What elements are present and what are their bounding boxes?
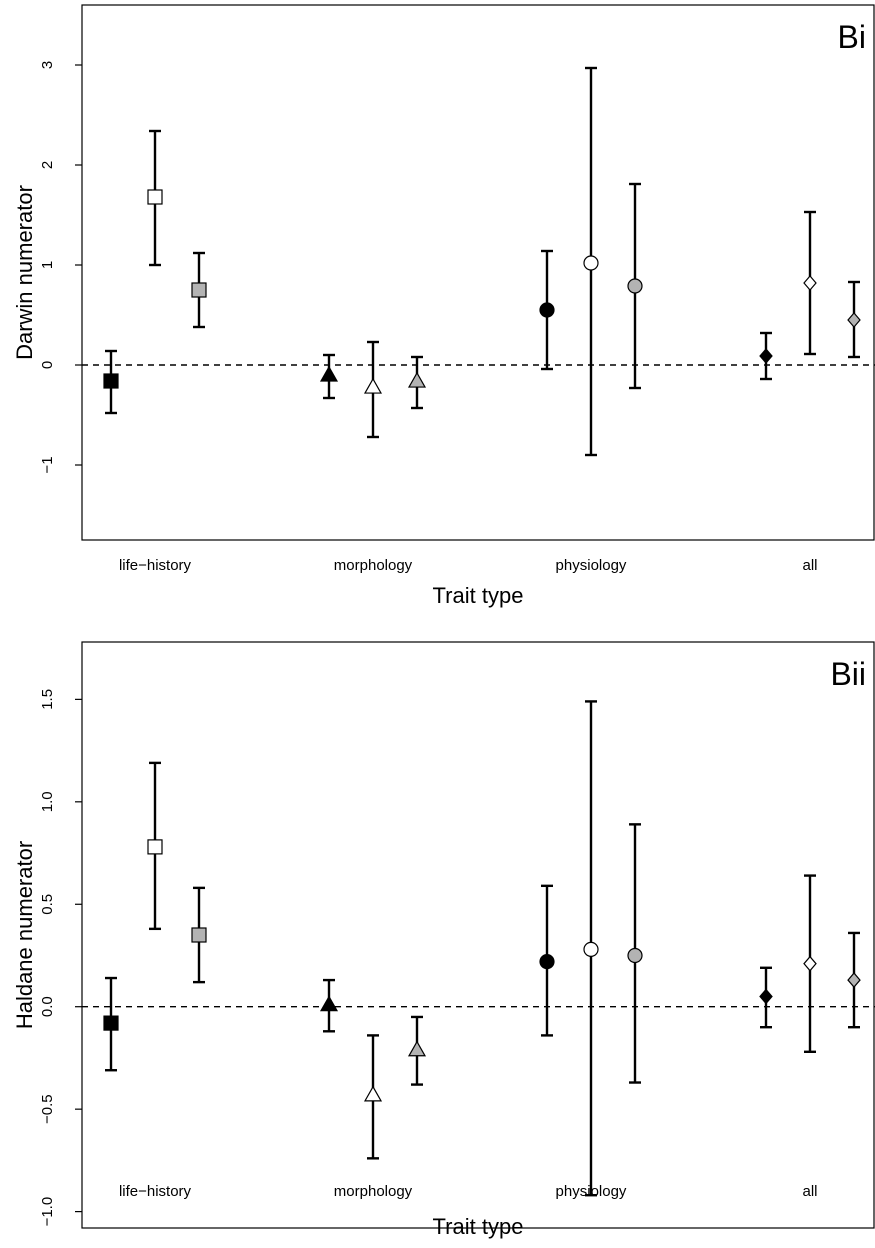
square-marker (191, 927, 207, 943)
x-tick-label: all (802, 1183, 817, 1200)
data-point-lifehistory-white (147, 129, 163, 267)
data-point-all-white (803, 874, 817, 1053)
circle-marker (583, 941, 599, 957)
data-point-morphology-black (319, 978, 339, 1033)
chart-panel-Bii: −1.0 −0.5 0.0 0.5 1.0 1.5 life−history morpholo… (12, 641, 875, 1239)
data-point-all-grey (847, 280, 861, 359)
circle-marker (583, 255, 599, 271)
y-tick-label: 2 (39, 161, 56, 169)
data-point-morphology-black (319, 353, 339, 400)
square-marker (103, 373, 119, 389)
y-tick-label: 0.5 (39, 894, 56, 915)
x-axis-label: Trait type (433, 583, 524, 608)
y-tick-label: −0.5 (39, 1094, 56, 1124)
data-point-all-white (803, 210, 817, 356)
y-tick-label: 0 (39, 361, 56, 369)
data-point-morphology-grey (407, 355, 427, 410)
square-marker (147, 189, 163, 205)
triangle-marker (319, 365, 339, 382)
x-tick-label: morphology (334, 557, 413, 574)
panel-label: Bii (830, 656, 866, 692)
data-point-physiology-black (539, 884, 555, 1037)
data-point-all-black (759, 966, 773, 1029)
y-tick-label: 3 (39, 61, 56, 69)
circle-marker (539, 954, 555, 970)
plot-frame (81, 4, 875, 541)
diamond-marker (759, 988, 773, 1005)
x-tick-label: all (802, 557, 817, 574)
data-point-lifehistory-white (147, 761, 163, 931)
x-tick-label: morphology (334, 1183, 413, 1200)
triangle-marker (363, 377, 383, 394)
data-point-physiology-grey (627, 182, 643, 390)
y-tick-label: 1.5 (39, 689, 56, 710)
diamond-marker (847, 972, 861, 988)
triangle-marker (319, 995, 339, 1012)
panel-label: Bi (838, 19, 866, 55)
data-point-lifehistory-grey (191, 886, 207, 984)
data-point-morphology-white (363, 1034, 383, 1160)
data-point-physiology-white (583, 66, 599, 457)
circle-marker (627, 278, 643, 294)
data-point-morphology-white (363, 340, 383, 439)
square-marker (103, 1015, 119, 1031)
x-tick-label: life−history (119, 557, 192, 574)
data-point-physiology-grey (627, 823, 643, 1084)
data-point-morphology-grey (407, 1015, 427, 1086)
y-tick-label: 0.0 (39, 996, 56, 1017)
data-point-physiology-white (583, 700, 599, 1197)
y-tick-label: −1 (39, 456, 56, 473)
data-point-all-black (759, 331, 773, 381)
y-tick-label: 1.0 (39, 791, 56, 812)
data-point-lifehistory-black (103, 349, 119, 415)
x-axis-label: Trait type (433, 1214, 524, 1239)
data-point-physiology-black (539, 249, 555, 371)
x-tick-label: physiology (556, 557, 627, 574)
y-axis-label: Haldane numerator (12, 841, 37, 1029)
data-point-lifehistory-grey (191, 251, 207, 329)
y-tick-label: −1.0 (39, 1197, 56, 1227)
data-point-all-grey (847, 931, 861, 1029)
diamond-marker (847, 312, 861, 328)
data-point-lifehistory-black (103, 976, 119, 1072)
circle-marker (627, 947, 643, 964)
triangle-marker (363, 1085, 383, 1102)
square-marker (191, 282, 207, 298)
triangle-marker (407, 371, 427, 388)
chart-panel-Bi: −1 0 1 2 3 life−history morphology physiology al… (12, 4, 875, 608)
circle-marker (539, 302, 555, 318)
triangle-marker (407, 1040, 427, 1057)
plot-frame (81, 641, 875, 1229)
y-tick-label: 1 (39, 261, 56, 269)
diamond-marker (759, 348, 773, 364)
square-marker (147, 839, 163, 855)
diamond-marker (803, 955, 817, 972)
diamond-marker (803, 275, 817, 291)
y-axis-label: Darwin numerator (12, 185, 37, 360)
x-tick-label: life−history (119, 1183, 192, 1200)
